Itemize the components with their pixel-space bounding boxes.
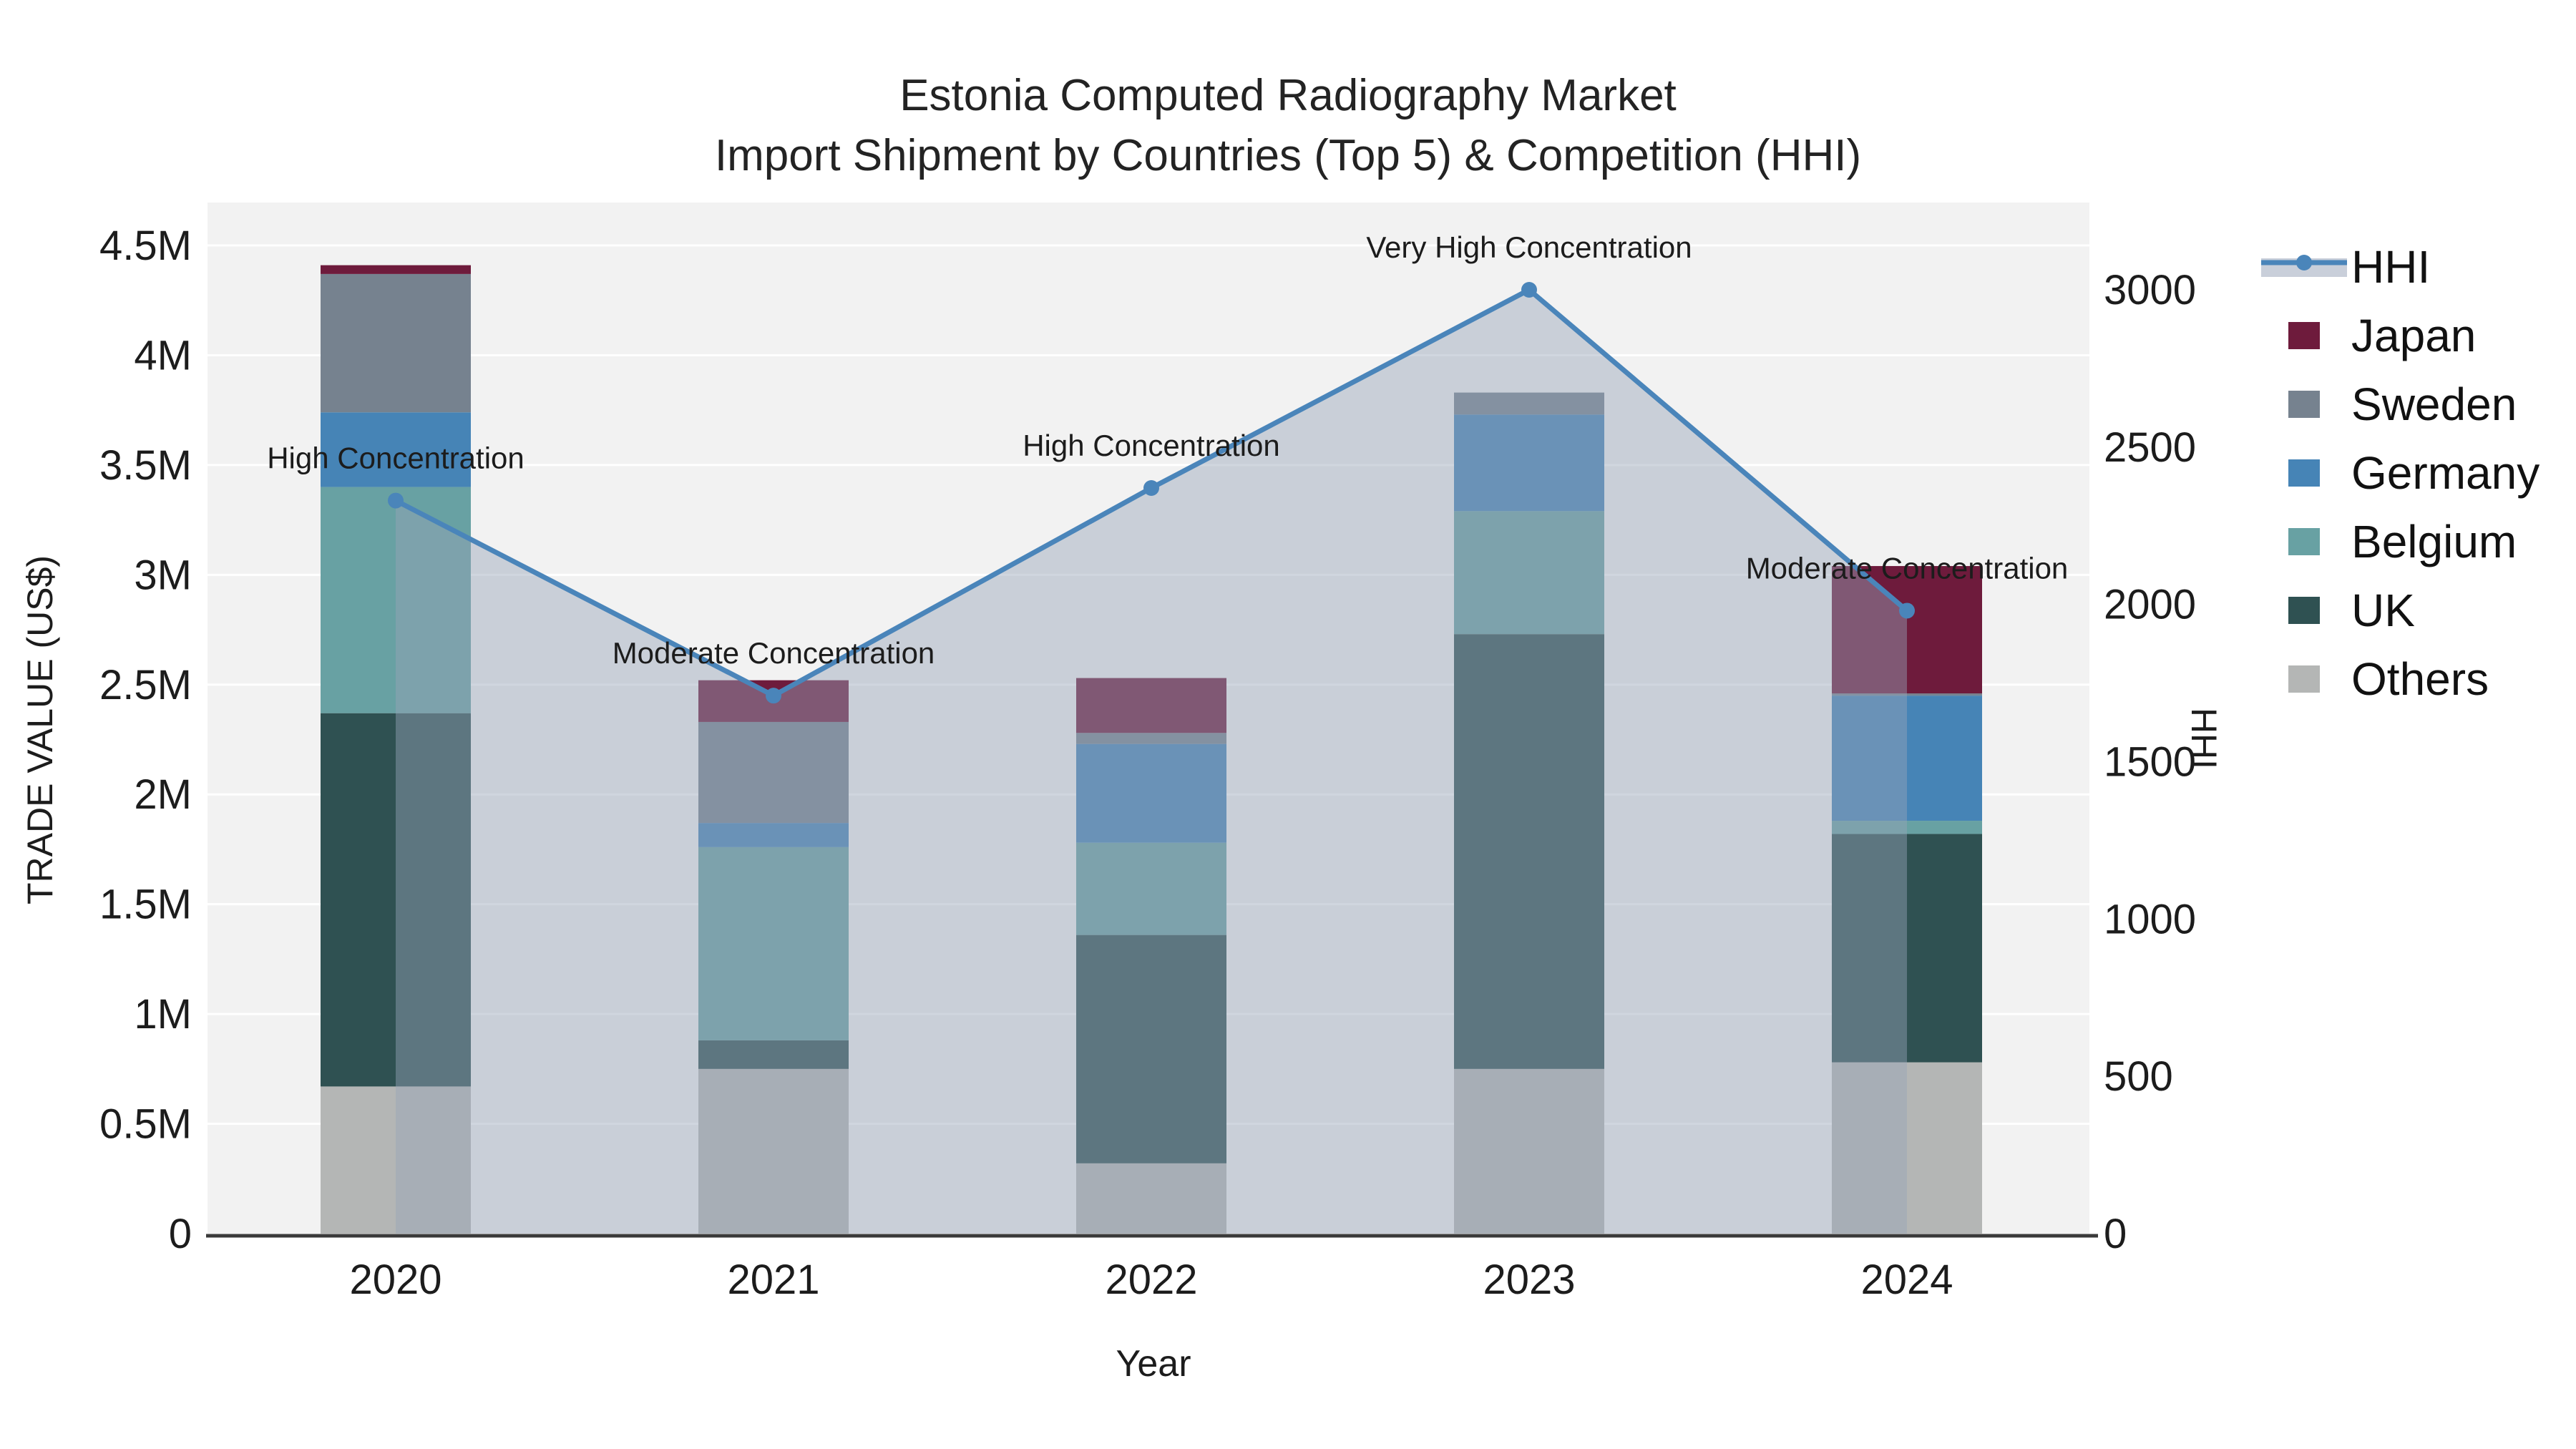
bar-segment-2023-others bbox=[1454, 1068, 1604, 1234]
bar-segment-2022-germany bbox=[1076, 743, 1226, 843]
right-tick-2000: 2000 bbox=[2104, 582, 2196, 628]
bar-segment-2022-japan bbox=[1076, 678, 1226, 733]
legend-item-label: Japan bbox=[2351, 310, 2477, 361]
legend-item-germany[interactable]: Germany bbox=[2261, 447, 2540, 499]
bar-segment-2024-germany bbox=[1832, 696, 1982, 821]
bar-segment-2021-germany bbox=[698, 823, 849, 847]
bar-segment-2024-belgium bbox=[1832, 821, 1982, 834]
left-tick-3M: 3M bbox=[134, 552, 192, 598]
bar-segment-2024-others bbox=[1832, 1062, 1982, 1234]
bar-segment-2023-uk bbox=[1454, 634, 1604, 1069]
legend-item-label: Others bbox=[2351, 653, 2489, 705]
hhi-marker-2024 bbox=[1899, 602, 1915, 619]
y-axis-title-left: TRADE VALUE (US$) bbox=[20, 555, 60, 905]
legend-item-label: UK bbox=[2351, 585, 2415, 636]
annotation-2021: Moderate Concentration bbox=[613, 636, 935, 670]
bar-segment-2022-uk bbox=[1076, 935, 1226, 1163]
right-tick-1000: 1000 bbox=[2104, 896, 2196, 942]
bar-segment-2024-sweden bbox=[1832, 693, 1982, 696]
sweden-swatch-icon bbox=[2261, 383, 2347, 426]
bar-segment-2021-uk bbox=[698, 1040, 849, 1069]
annotation-2024: Moderate Concentration bbox=[1746, 551, 2069, 585]
bar-segment-2023-germany bbox=[1454, 414, 1604, 512]
chart-title-line2: Import Shipment by Countries (Top 5) & C… bbox=[714, 131, 1862, 181]
hhi-marker-2023 bbox=[1521, 282, 1537, 298]
legend-item-label: Germany bbox=[2351, 447, 2540, 499]
legend-item-uk[interactable]: UK bbox=[2261, 585, 2540, 636]
bar-segment-2022-sweden bbox=[1076, 733, 1226, 744]
belgium-swatch-icon bbox=[2261, 520, 2347, 563]
bar-segment-2020-uk bbox=[321, 713, 471, 1087]
left-tick-0.5M: 0.5M bbox=[99, 1101, 192, 1148]
left-tick-2.5M: 2.5M bbox=[99, 662, 192, 708]
legend-item-label: Sweden bbox=[2351, 379, 2517, 430]
bar-segment-2021-belgium bbox=[698, 847, 849, 1040]
left-tick-2M: 2M bbox=[134, 771, 192, 818]
legend-item-belgium[interactable]: Belgium bbox=[2261, 516, 2540, 567]
bar-segment-2020-japan bbox=[321, 265, 471, 274]
chart-title-line1: Estonia Computed Radiography Market bbox=[899, 71, 1677, 120]
bar-segment-2021-others bbox=[698, 1068, 849, 1234]
right-tick-2500: 2500 bbox=[2104, 424, 2196, 471]
x-tick-2023: 2023 bbox=[1483, 1257, 1575, 1303]
legend: HHI Japan Sweden Germany Belgium UK Othe… bbox=[2261, 241, 2540, 705]
right-tick-3000: 3000 bbox=[2104, 267, 2196, 313]
bar-segment-2020-others bbox=[321, 1086, 471, 1234]
x-tick-2020: 2020 bbox=[349, 1257, 441, 1303]
hhi-line-sample-icon bbox=[2261, 245, 2347, 288]
bar-segment-2024-japan bbox=[1832, 566, 1982, 694]
germany-swatch-icon bbox=[2261, 452, 2347, 494]
legend-item-sweden[interactable]: Sweden bbox=[2261, 379, 2540, 430]
hhi-area-fill bbox=[396, 290, 1907, 1234]
bar-segment-2020-germany bbox=[321, 412, 471, 487]
hhi-marker-2020 bbox=[388, 492, 404, 509]
legend-item-label: Belgium bbox=[2351, 516, 2517, 567]
legend-item-hhi[interactable]: HHI bbox=[2261, 241, 2540, 293]
bar-segment-2024-uk bbox=[1832, 834, 1982, 1063]
bar-segment-2023-sweden bbox=[1454, 392, 1604, 415]
hhi-marker-2022 bbox=[1143, 479, 1159, 496]
y-axis-title-right: HHI bbox=[2184, 707, 2224, 770]
bar-segment-2022-others bbox=[1076, 1163, 1226, 1234]
x-tick-2021: 2021 bbox=[727, 1257, 819, 1303]
x-tick-2024: 2024 bbox=[1860, 1257, 1953, 1303]
legend-item-japan[interactable]: Japan bbox=[2261, 310, 2540, 361]
x-axis-title: Year bbox=[1116, 1343, 1191, 1385]
chart-title: Estonia Computed Radiography Market Impo… bbox=[0, 66, 2576, 187]
right-tick-0: 0 bbox=[2104, 1211, 2127, 1257]
left-tick-4M: 4M bbox=[134, 332, 192, 379]
japan-swatch-icon bbox=[2261, 314, 2347, 357]
right-tick-500: 500 bbox=[2104, 1053, 2173, 1100]
uk-swatch-icon bbox=[2261, 589, 2347, 632]
bar-segment-2022-belgium bbox=[1076, 842, 1226, 935]
left-tick-1M: 1M bbox=[134, 991, 192, 1038]
annotation-2022: High Concentration bbox=[1023, 429, 1280, 462]
hhi-marker-2021 bbox=[766, 688, 781, 704]
legend-item-others[interactable]: Others bbox=[2261, 653, 2540, 705]
bar-segment-2020-sweden bbox=[321, 273, 471, 413]
annotation-2020: High Concentration bbox=[267, 441, 525, 475]
left-tick-4.5M: 4.5M bbox=[99, 223, 192, 269]
others-swatch-icon bbox=[2261, 658, 2347, 701]
x-tick-2022: 2022 bbox=[1105, 1257, 1197, 1303]
annotation-2023: Very High Concentration bbox=[1366, 230, 1692, 264]
bar-segment-2021-sweden bbox=[698, 721, 849, 824]
left-tick-3.5M: 3.5M bbox=[99, 442, 192, 489]
left-tick-1.5M: 1.5M bbox=[99, 882, 192, 928]
right-tick-1500: 1500 bbox=[2104, 739, 2196, 786]
bar-segment-2023-belgium bbox=[1454, 511, 1604, 635]
left-tick-0: 0 bbox=[169, 1211, 192, 1257]
legend-item-label: HHI bbox=[2351, 241, 2431, 293]
